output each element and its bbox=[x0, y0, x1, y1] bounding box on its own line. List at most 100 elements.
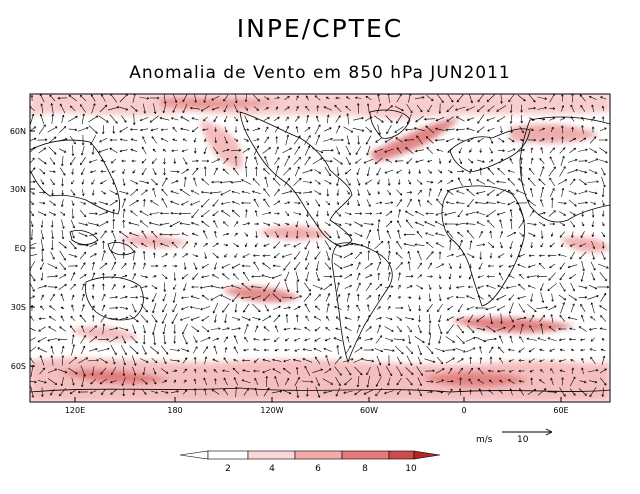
wind-vector bbox=[599, 272, 607, 281]
wind-vector bbox=[38, 124, 46, 135]
wind-vector bbox=[333, 262, 343, 270]
wind-vector-head bbox=[459, 266, 462, 269]
wind-vector-head bbox=[61, 114, 65, 118]
wind-vector bbox=[304, 156, 311, 166]
wind-vector-head bbox=[527, 199, 531, 203]
wind-vector bbox=[264, 304, 269, 312]
coast-africa bbox=[441, 185, 525, 307]
wind-vector bbox=[162, 313, 168, 324]
wind-vector-head bbox=[104, 314, 107, 317]
wind-vector-head bbox=[132, 170, 135, 174]
wind-vector-head bbox=[599, 305, 602, 308]
wind-vector bbox=[221, 285, 231, 289]
wind-vector-head bbox=[314, 328, 318, 332]
shade-east-pacific bbox=[258, 225, 330, 240]
wind-vector-head bbox=[299, 191, 302, 195]
wind-vector-head bbox=[477, 99, 481, 103]
wind-vector-head bbox=[308, 293, 312, 296]
wind-vector-head bbox=[130, 210, 133, 213]
wind-vector-head bbox=[172, 309, 175, 313]
wind-vector-head bbox=[490, 346, 494, 350]
wind-vector bbox=[172, 303, 178, 313]
wind-vector bbox=[211, 158, 220, 164]
wind-vector bbox=[354, 232, 363, 237]
wind-vector-head bbox=[521, 323, 524, 327]
wind-vector-head bbox=[487, 264, 491, 268]
wind-vector-head bbox=[165, 177, 168, 181]
wind-vector bbox=[437, 303, 443, 313]
wind-vector bbox=[479, 346, 482, 354]
wind-vector bbox=[312, 369, 323, 373]
wind-vector-head bbox=[54, 285, 58, 289]
wind-vector-head bbox=[368, 295, 372, 298]
wind-vector-head bbox=[234, 255, 237, 258]
wind-vector bbox=[169, 349, 180, 351]
coast-asia bbox=[519, 116, 610, 223]
wind-vector bbox=[120, 275, 128, 278]
wind-vector-head bbox=[498, 272, 502, 276]
wind-vector bbox=[427, 262, 432, 270]
wind-vector bbox=[601, 232, 606, 237]
wind-vector-head bbox=[212, 274, 215, 277]
wind-vector-head bbox=[580, 105, 583, 108]
wind-vector bbox=[446, 104, 454, 113]
wind-vector-head bbox=[447, 150, 450, 153]
wind-vector bbox=[426, 94, 434, 102]
wind-vector bbox=[89, 202, 97, 204]
wind-vector-head bbox=[380, 349, 384, 353]
wind-vector bbox=[415, 115, 424, 123]
wind-vector bbox=[111, 239, 116, 251]
wind-vector-head bbox=[585, 148, 588, 152]
wind-vector-head bbox=[124, 274, 128, 278]
wind-vector-head bbox=[201, 294, 205, 298]
wind-vector-head bbox=[508, 99, 511, 103]
wind-vector-head bbox=[251, 275, 254, 278]
wind-vector-head bbox=[340, 275, 343, 278]
wind-vector-head bbox=[528, 254, 532, 257]
wind-vector-head bbox=[317, 278, 320, 282]
wind-vector-head bbox=[387, 363, 391, 366]
wind-vector bbox=[241, 379, 251, 384]
wind-vector-head bbox=[54, 368, 58, 371]
wind-vector-head bbox=[130, 148, 134, 152]
wind-vector bbox=[457, 303, 463, 313]
wind-vector-head bbox=[91, 182, 94, 185]
wind-vector-head bbox=[445, 128, 448, 132]
wind-vector-head bbox=[509, 218, 513, 222]
wind-vector bbox=[30, 380, 37, 383]
wind-vector bbox=[160, 368, 169, 374]
wind-vector-head bbox=[548, 278, 551, 281]
wind-vector bbox=[48, 211, 56, 216]
wind-vector bbox=[527, 107, 536, 110]
wind-vector-head bbox=[458, 150, 462, 154]
wind-vector-head bbox=[79, 314, 83, 318]
wind-vector bbox=[304, 338, 311, 341]
lon-label-0: 0 bbox=[461, 406, 466, 415]
wind-vector bbox=[72, 168, 74, 175]
wind-vector-head bbox=[350, 130, 354, 133]
wind-vector-head bbox=[453, 348, 456, 352]
wind-vector-head bbox=[32, 167, 36, 170]
wind-vector-head bbox=[348, 372, 352, 376]
wind-vector bbox=[315, 199, 321, 207]
wind-vector bbox=[396, 377, 402, 386]
wind-vector-head bbox=[455, 295, 459, 299]
wind-vector bbox=[81, 325, 85, 333]
wind-vector-head bbox=[466, 307, 470, 311]
wind-vector bbox=[387, 295, 391, 300]
wind-vector-head bbox=[130, 138, 134, 141]
wind-vector-head bbox=[53, 152, 57, 155]
wind-vector-head bbox=[409, 363, 413, 366]
wind-vector-head bbox=[113, 239, 117, 242]
wind-vector bbox=[265, 176, 269, 188]
wind-vector bbox=[355, 146, 362, 155]
wind-vector bbox=[212, 211, 219, 216]
wind-vector bbox=[599, 368, 607, 374]
wind-vector-head bbox=[275, 136, 279, 139]
colorbar-seg-2 bbox=[247, 450, 296, 460]
wind-vector bbox=[436, 149, 444, 152]
wind-vector-head bbox=[232, 299, 235, 302]
wind-vector bbox=[101, 293, 106, 302]
wind-vector-head bbox=[457, 214, 461, 218]
wind-vector bbox=[437, 169, 443, 174]
